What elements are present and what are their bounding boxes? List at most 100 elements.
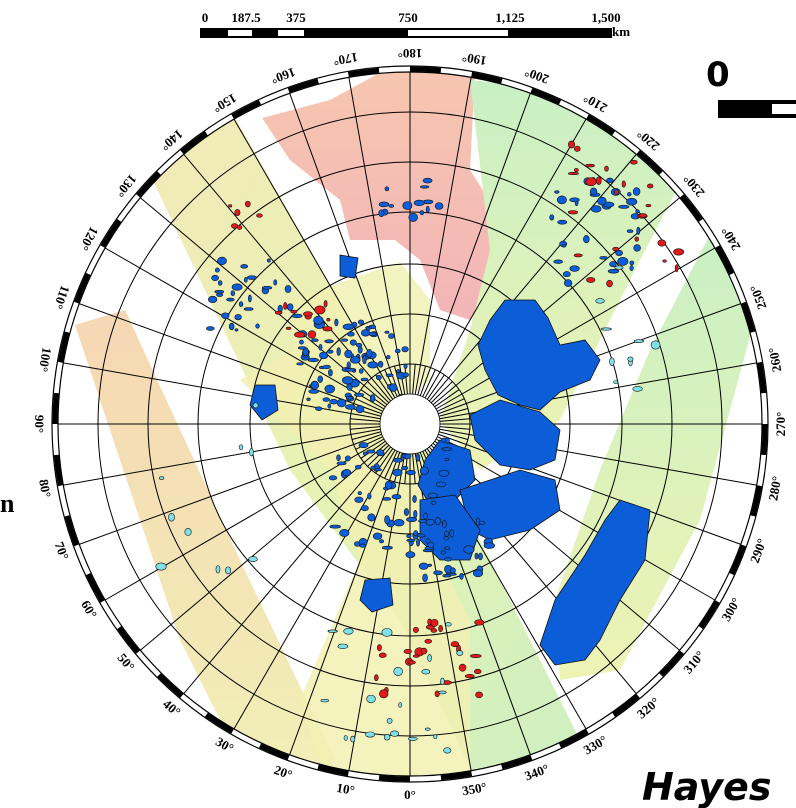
small-lake <box>402 453 407 458</box>
small-lake <box>408 212 418 222</box>
small-lake <box>445 622 452 627</box>
swath-pink <box>262 72 505 320</box>
small-lake <box>655 156 662 163</box>
small-lake <box>311 338 319 342</box>
small-lake <box>296 362 304 366</box>
small-lake <box>168 512 175 522</box>
small-lake <box>392 457 404 463</box>
small-lake <box>633 244 641 252</box>
small-lake <box>208 295 218 304</box>
meridian-line <box>417 365 427 396</box>
small-lake <box>386 354 391 360</box>
small-lake <box>585 177 597 187</box>
small-lake <box>390 730 400 737</box>
longitude-label: 30° <box>213 734 236 756</box>
small-lake <box>367 492 372 500</box>
longitude-label: 260° <box>765 346 784 373</box>
frame-segment <box>52 392 59 425</box>
small-lake <box>367 513 376 522</box>
small-lake <box>422 549 435 553</box>
longitude-label: 350° <box>461 779 488 798</box>
small-lake <box>327 629 338 633</box>
small-lake <box>284 285 292 293</box>
small-lake <box>416 533 426 538</box>
lake-south-blob <box>359 577 394 613</box>
frame-segment <box>180 131 208 154</box>
frame-segment <box>558 729 589 749</box>
meridian-line <box>348 77 406 395</box>
small-lake <box>336 454 341 462</box>
small-lake <box>324 384 335 394</box>
small-lake <box>327 403 332 409</box>
small-lake <box>650 340 661 350</box>
longitude-label: 280° <box>765 475 784 502</box>
small-lake <box>629 265 634 271</box>
small-lake <box>614 265 624 270</box>
longitude-label: 100° <box>36 346 55 373</box>
small-lake <box>450 641 460 648</box>
small-lake <box>255 323 260 329</box>
small-lake <box>249 447 254 457</box>
small-lake <box>412 495 417 503</box>
small-lake <box>315 406 323 411</box>
small-lake <box>226 297 235 302</box>
small-lake <box>228 204 233 208</box>
small-lake <box>614 189 619 195</box>
small-lake <box>369 394 376 403</box>
longitude-label: 170° <box>332 50 359 69</box>
small-lake <box>595 298 605 304</box>
small-lake <box>350 735 356 743</box>
frame-segment <box>258 743 290 760</box>
small-lake <box>322 326 333 332</box>
small-lake <box>562 271 571 278</box>
frame-segment <box>440 771 473 781</box>
small-lake <box>405 470 416 476</box>
swath-left-diagonal <box>75 310 335 776</box>
small-lake <box>425 206 430 213</box>
meridian-line <box>428 154 637 402</box>
small-lake <box>345 395 354 400</box>
small-lake <box>230 290 235 297</box>
small-lake <box>367 361 379 369</box>
small-lake <box>383 733 391 741</box>
small-lake <box>384 480 393 490</box>
small-lake <box>313 315 324 325</box>
small-lake <box>442 519 447 529</box>
small-lake <box>597 196 607 206</box>
small-lake <box>444 546 451 550</box>
small-lakes <box>155 137 685 754</box>
small-lake <box>273 279 278 286</box>
small-lake <box>415 453 421 462</box>
small-lake <box>567 210 579 215</box>
small-lake <box>341 376 354 385</box>
scale-bar: 0 187.5 375 750 1,125 1,500 km <box>200 10 630 39</box>
small-lake <box>379 539 385 544</box>
small-lake <box>345 404 356 410</box>
small-lake <box>234 209 241 216</box>
frame-segment <box>100 218 122 248</box>
frame-segment <box>659 650 684 677</box>
small-lake <box>563 279 573 287</box>
longitude-label: 10° <box>335 780 356 798</box>
small-lake <box>422 177 433 184</box>
small-lake <box>569 265 580 272</box>
frame-segment <box>761 423 768 456</box>
frame-segment <box>530 88 562 105</box>
small-lake <box>568 140 576 149</box>
small-lake <box>403 363 408 369</box>
frame-segment <box>231 99 262 119</box>
small-lake <box>360 505 369 512</box>
small-lake <box>475 691 483 699</box>
small-lake <box>329 399 338 405</box>
small-lake <box>458 663 467 672</box>
small-lake <box>595 176 602 185</box>
small-lake <box>662 259 667 263</box>
small-lake <box>286 303 294 311</box>
small-lake <box>217 280 223 286</box>
meridian-line <box>63 428 381 486</box>
secondary-scale-zero: 0 <box>706 55 730 95</box>
small-lake <box>342 469 352 477</box>
small-lake <box>606 280 613 288</box>
small-lake <box>464 674 475 679</box>
small-lake <box>413 199 425 207</box>
